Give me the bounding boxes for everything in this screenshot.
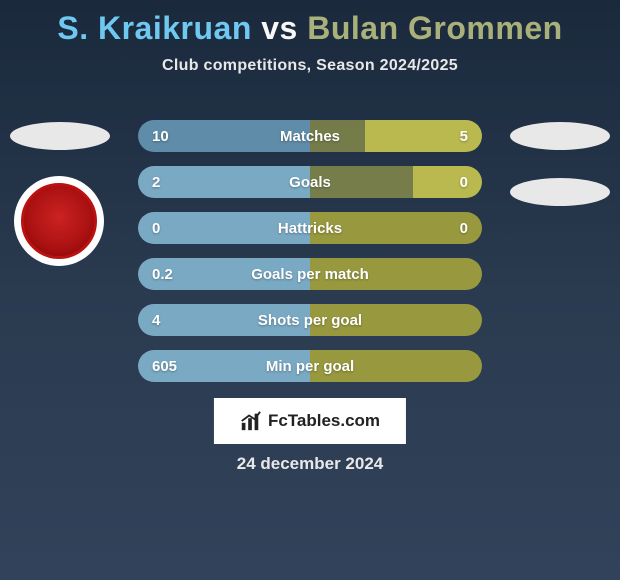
stat-label: Shots per goal [258, 312, 362, 329]
stat-value-right: 5 [460, 128, 468, 145]
stat-row: 4 Shots per goal [138, 304, 482, 336]
stat-label: Hattricks [278, 220, 342, 237]
stat-value-left: 2 [152, 174, 160, 191]
comparison-card: S. Kraikruan vs Bulan Grommen Club compe… [0, 0, 620, 580]
footer-logo-text: FcTables.com [268, 411, 380, 431]
stat-bar-right [413, 166, 482, 198]
stat-value-left: 0.2 [152, 266, 173, 283]
subtitle: Club competitions, Season 2024/2025 [0, 57, 620, 75]
stat-value-left: 605 [152, 358, 177, 375]
stat-value-left: 4 [152, 312, 160, 329]
stat-bar-left [138, 166, 310, 198]
footer-logo[interactable]: FcTables.com [214, 398, 406, 444]
stats-container: 10 Matches 5 2 Goals 0 0 Hattricks 0 0.2 Goals per… [138, 120, 482, 396]
stat-row: 2 Goals 0 [138, 166, 482, 198]
stat-value-left: 10 [152, 128, 169, 145]
player2-name: Bulan Grommen [307, 10, 562, 46]
stat-row: 605 Min per goal [138, 350, 482, 382]
stat-row: 0 Hattricks 0 [138, 212, 482, 244]
vs-label: vs [261, 10, 298, 46]
stat-label: Goals per match [251, 266, 369, 283]
stat-value-right: 0 [460, 174, 468, 191]
stat-label: Goals [289, 174, 331, 191]
page-title: S. Kraikruan vs Bulan Grommen [0, 0, 620, 47]
player1-name: S. Kraikruan [57, 10, 252, 46]
stat-row: 0.2 Goals per match [138, 258, 482, 290]
player2-placeholder-icon [510, 122, 610, 150]
player1-club-badge-icon [14, 176, 104, 266]
stat-label: Min per goal [266, 358, 354, 375]
stat-label: Matches [280, 128, 340, 145]
stat-row: 10 Matches 5 [138, 120, 482, 152]
player1-placeholder-icon [10, 122, 110, 150]
club-badge-inner-icon [21, 183, 97, 259]
stat-value-right: 0 [460, 220, 468, 237]
stat-value-left: 0 [152, 220, 160, 237]
chart-icon [240, 410, 262, 432]
player2-club-placeholder-icon [510, 178, 610, 206]
footer-date: 24 december 2024 [237, 454, 384, 474]
